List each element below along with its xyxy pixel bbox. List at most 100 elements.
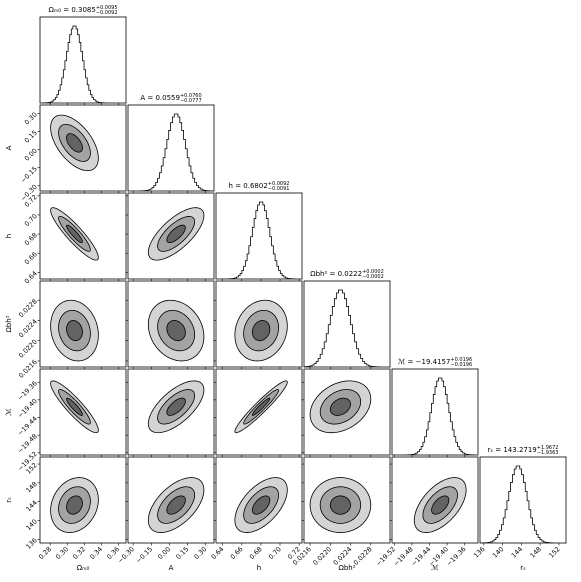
panel-title: h = 0.6802+0.0092 −0.0091	[229, 181, 290, 192]
panel	[309, 477, 372, 533]
title-sup: +0.0002	[362, 269, 384, 275]
panel-frame	[127, 280, 215, 368]
contour	[431, 495, 450, 515]
y-tick-label: −19.36	[16, 379, 39, 402]
y-tick-label: 0.0216	[17, 358, 39, 380]
y-tick-label: 0.0224	[17, 318, 39, 340]
y-tick-label: 0.64	[23, 269, 39, 285]
panel-title: Ωₘ₀ = 0.3085+0.0095 −0.0092	[48, 5, 117, 16]
title-sub: −1.9363	[537, 450, 559, 456]
y-tick-label: 0.0220	[17, 338, 39, 360]
panel	[225, 201, 297, 279]
panel	[50, 114, 99, 172]
panel	[147, 207, 205, 261]
x-tick-label: 0.30	[54, 545, 70, 561]
title-text: ℳ = −19.4157	[398, 358, 451, 366]
panel-frame	[303, 280, 391, 368]
y-axis-label: Ωbh²	[5, 315, 13, 332]
y-tick-label: 0.30	[23, 111, 39, 127]
panel-frame	[39, 280, 127, 368]
panel-frame	[391, 368, 479, 456]
panel	[234, 477, 288, 533]
panel	[50, 477, 99, 533]
y-axis-label: h	[5, 234, 13, 238]
panel-title: Ωbh² = 0.0222+0.0002 −0.0002	[310, 269, 384, 280]
x-tick-label: 140	[491, 545, 505, 559]
y-tick-label: 0.15	[23, 129, 39, 145]
panel	[234, 299, 288, 362]
x-axis-label: rₛ	[520, 564, 526, 572]
panel-frame	[127, 368, 215, 456]
x-tick-label: 0.00	[156, 545, 172, 561]
x-tick-label: 0.64	[210, 545, 226, 561]
x-tick-label: 0.70	[267, 545, 283, 561]
x-tick-label: 0.68	[248, 545, 264, 561]
contour	[166, 320, 186, 342]
contour	[66, 224, 83, 244]
histogram	[138, 113, 214, 191]
contour	[66, 397, 83, 416]
panel-frame	[127, 456, 215, 544]
x-tick-label: 0.0220	[311, 545, 333, 567]
x-tick-label: −19.36	[445, 545, 468, 568]
x-axis-label: ℳ	[431, 564, 439, 572]
panel	[50, 380, 99, 434]
contour	[66, 320, 83, 342]
panel-title: A = 0.0559+0.0760 −0.0777	[140, 93, 201, 104]
panel	[42, 25, 107, 103]
panel	[480, 465, 556, 543]
histogram	[42, 25, 107, 103]
panel	[50, 299, 99, 362]
title-sub: −0.0002	[362, 274, 384, 280]
panel-frame	[215, 192, 303, 280]
histogram	[225, 201, 297, 279]
contour	[166, 224, 186, 244]
contour	[329, 397, 351, 416]
histogram	[304, 289, 382, 367]
panel	[413, 477, 467, 533]
x-axis-label: Ωₘ₀	[77, 564, 90, 572]
panel-frame	[39, 16, 127, 104]
panel-frame	[391, 456, 479, 544]
x-tick-label: 136	[472, 545, 486, 559]
contour	[251, 397, 271, 416]
x-tick-label: 0.28	[37, 545, 53, 561]
title-text: Ωbh² = 0.0222	[310, 270, 362, 278]
panel	[304, 289, 382, 367]
title-sup: +0.0196	[450, 357, 472, 363]
panel-frame	[39, 368, 127, 456]
y-tick-label: 0.66	[23, 250, 39, 266]
panel-frame	[215, 280, 303, 368]
panel-frame	[39, 192, 127, 280]
title-text: A = 0.0559	[140, 94, 180, 102]
title-sub: −0.0092	[96, 10, 118, 16]
title-sub: −0.0091	[268, 186, 290, 192]
y-tick-label: −0.15	[19, 165, 39, 185]
x-axis-label: Ωbh²	[338, 564, 355, 572]
x-tick-label: 144	[510, 545, 524, 559]
title-sup: +0.0095	[96, 5, 118, 11]
x-tick-label: −0.15	[134, 545, 154, 565]
panel-frame	[303, 368, 391, 456]
panel-frame	[215, 368, 303, 456]
title-sup: +1.9672	[537, 445, 559, 451]
panel-frame	[303, 456, 391, 544]
x-tick-label: 148	[529, 545, 543, 559]
contour	[251, 495, 271, 515]
x-axis-label: h	[257, 564, 261, 572]
histogram	[480, 465, 556, 543]
y-tick-label: 136	[24, 536, 38, 550]
contour	[329, 495, 351, 515]
y-axis-label: ℳ	[5, 408, 13, 416]
panel	[147, 477, 205, 533]
y-tick-label: 140	[24, 518, 38, 532]
panel	[138, 113, 214, 191]
panel	[405, 377, 476, 455]
y-tick-label: 144	[24, 499, 38, 513]
title-text: rₛ = 143.2719	[488, 446, 537, 454]
x-axis-label: A	[169, 564, 174, 572]
x-tick-label: 152	[547, 545, 561, 559]
panel-frame	[127, 192, 215, 280]
x-tick-label: −0.30	[116, 545, 136, 565]
